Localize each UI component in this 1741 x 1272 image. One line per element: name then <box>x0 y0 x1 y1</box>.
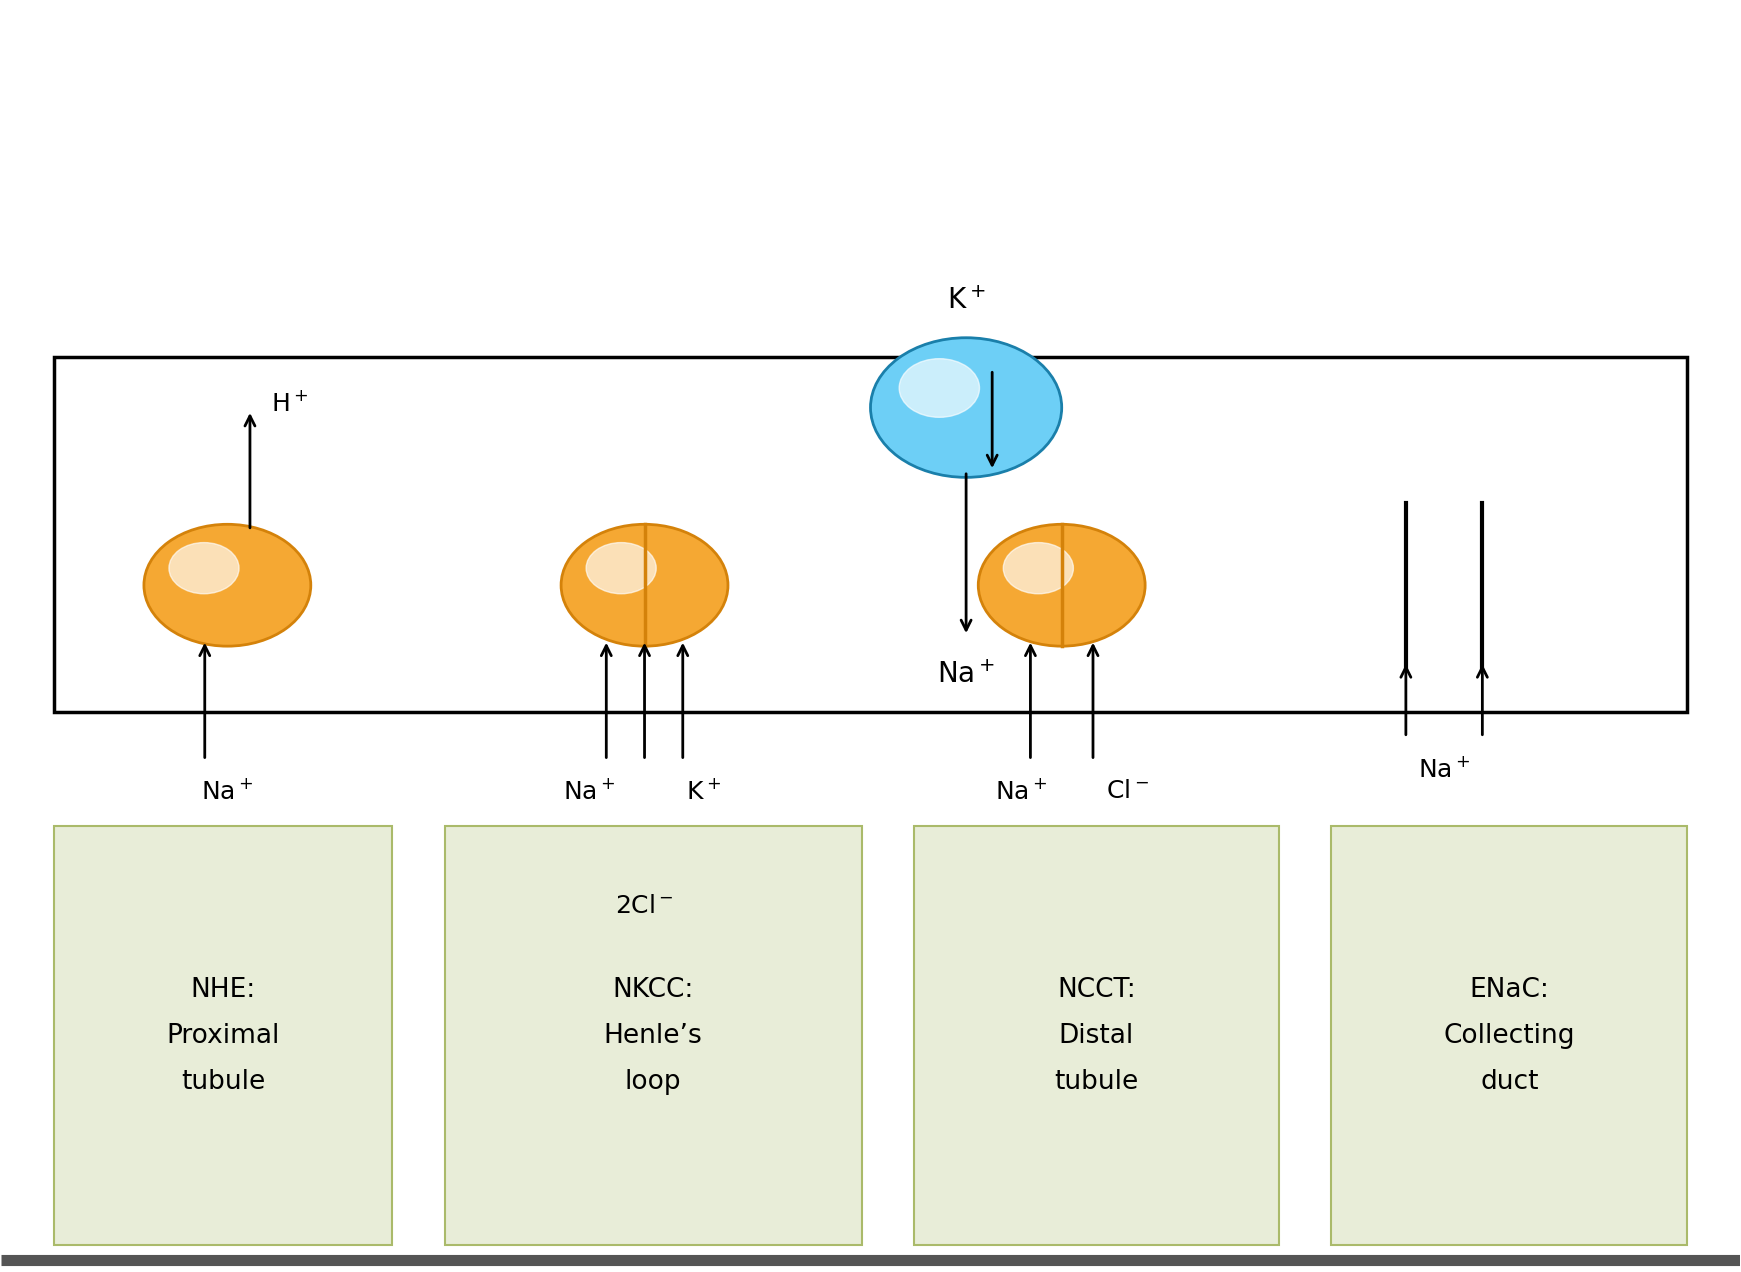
Bar <box>444 827 862 1245</box>
Bar <box>914 827 1280 1245</box>
Text: Na$^+$: Na$^+$ <box>996 780 1048 804</box>
Text: Na$^+$: Na$^+$ <box>937 661 996 689</box>
Circle shape <box>169 543 239 594</box>
Text: H$^+$: H$^+$ <box>272 392 308 416</box>
Bar <box>54 356 1687 712</box>
Text: Na$^+$: Na$^+$ <box>1417 757 1471 781</box>
Text: Na$^+$: Na$^+$ <box>200 780 254 804</box>
Text: K$^+$: K$^+$ <box>947 287 985 315</box>
Text: Na$^+$: Na$^+$ <box>562 780 615 804</box>
Text: Cl$^-$: Cl$^-$ <box>1106 780 1149 804</box>
Bar <box>54 827 392 1245</box>
Bar <box>1332 827 1687 1245</box>
Circle shape <box>587 543 656 594</box>
Circle shape <box>1003 543 1074 594</box>
Text: 2Cl$^-$: 2Cl$^-$ <box>615 894 674 917</box>
Circle shape <box>145 524 312 646</box>
Text: NHE:
Proximal
tubule: NHE: Proximal tubule <box>167 977 280 1095</box>
Circle shape <box>870 338 1062 477</box>
Text: K$^+$: K$^+$ <box>686 780 721 804</box>
Circle shape <box>561 524 728 646</box>
Text: ENaC:
Collecting
duct: ENaC: Collecting duct <box>1443 977 1576 1095</box>
Circle shape <box>898 359 980 417</box>
Text: NKCC:
Henle’s
loop: NKCC: Henle’s loop <box>604 977 703 1095</box>
Text: NCCT:
Distal
tubule: NCCT: Distal tubule <box>1055 977 1139 1095</box>
Circle shape <box>978 524 1146 646</box>
